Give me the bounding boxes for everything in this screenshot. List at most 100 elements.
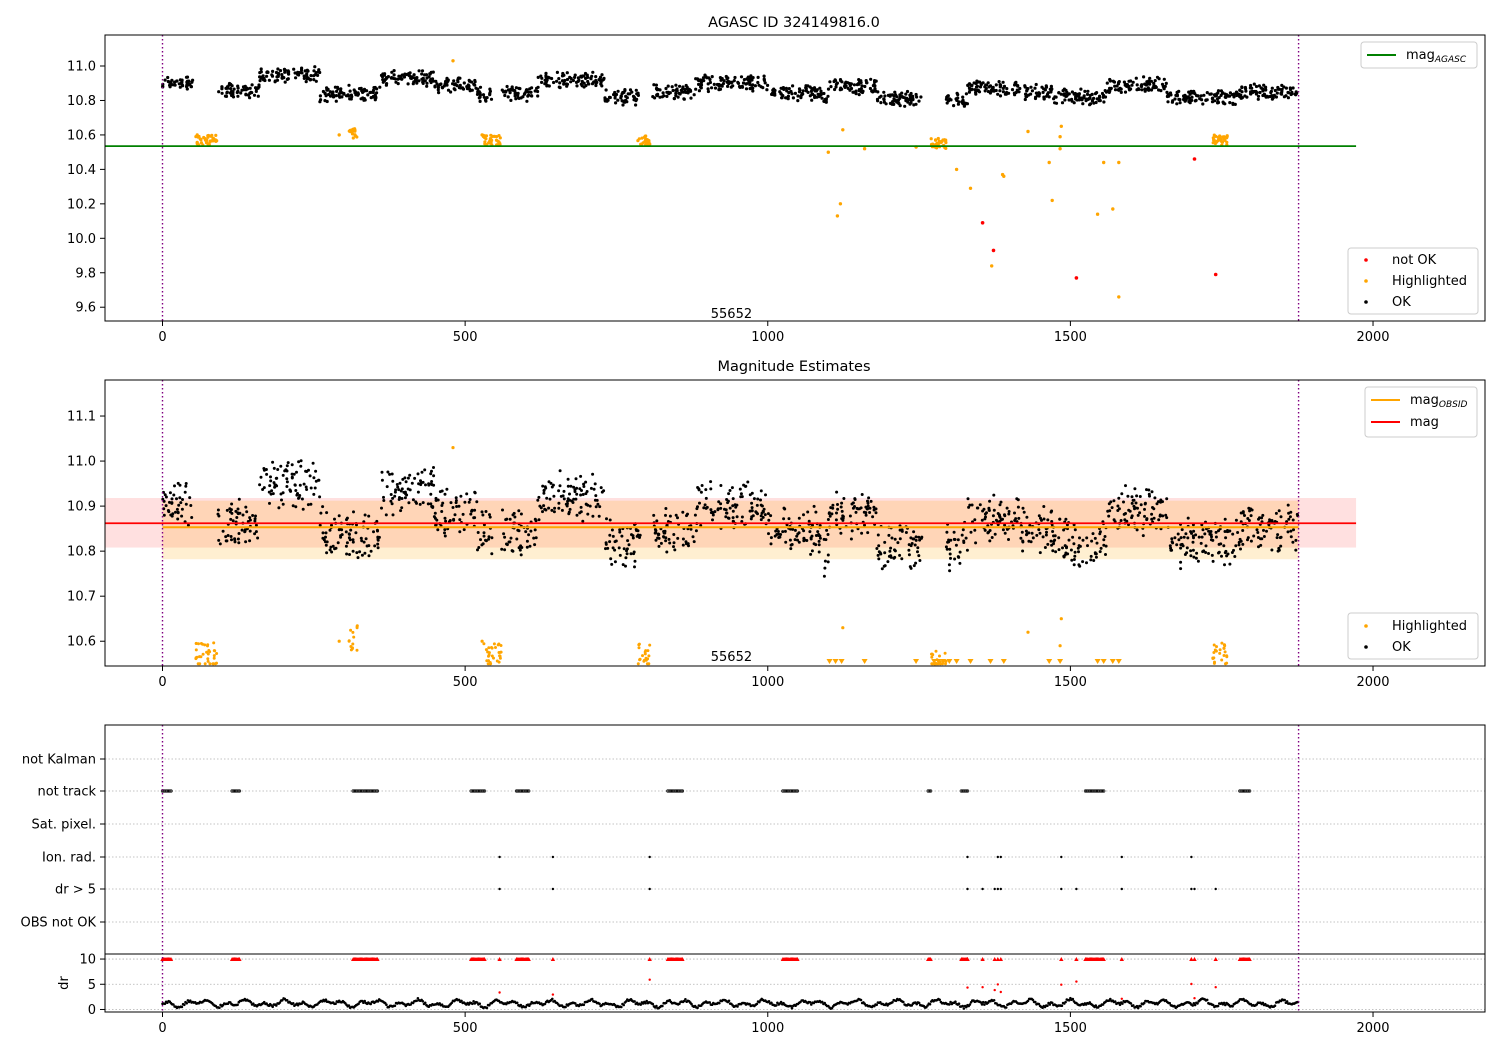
dr-point	[957, 1002, 961, 1005]
ok-point	[1208, 532, 1212, 536]
highlighted-point	[483, 142, 487, 146]
ok-point	[421, 501, 425, 505]
ok-point	[404, 492, 408, 496]
ok-point	[1017, 90, 1021, 94]
ok-point	[425, 76, 429, 80]
ok-point	[893, 537, 897, 541]
ok-point	[512, 88, 517, 93]
ok-point	[732, 79, 736, 83]
ok-point	[1162, 77, 1166, 81]
ok-point	[569, 76, 573, 81]
ok-point	[710, 86, 714, 90]
ok-point	[1158, 514, 1162, 518]
x-tick-label: 2000	[1356, 330, 1389, 345]
ok-point	[793, 538, 797, 542]
ok-point	[635, 92, 639, 96]
ok-point	[783, 507, 787, 511]
ok-point	[874, 79, 878, 83]
ok-point	[811, 523, 814, 527]
ok-point	[1234, 90, 1239, 94]
ok-point	[1234, 544, 1238, 548]
ok-point	[842, 84, 847, 88]
ok-point	[623, 88, 627, 92]
ok-point	[759, 85, 763, 89]
ok-point	[1187, 90, 1191, 94]
highlighted-point	[487, 646, 491, 650]
ok-point	[226, 86, 230, 90]
ok-point	[760, 504, 764, 508]
ok-point	[998, 503, 1002, 507]
ok-point	[860, 84, 864, 88]
ok-point	[513, 94, 517, 98]
ok-point	[731, 516, 735, 520]
ok-point	[352, 88, 356, 92]
not-track-point	[169, 789, 173, 793]
ok-point	[779, 533, 783, 536]
ok-point	[754, 510, 758, 514]
ok-point	[394, 488, 398, 492]
ok-point	[355, 551, 359, 555]
ok-point	[870, 89, 874, 93]
dr-gt-5-point	[981, 887, 984, 891]
ok-point	[417, 69, 421, 73]
highlighted-point	[1117, 295, 1121, 299]
highlighted-point	[1213, 648, 1217, 652]
ok-point	[1112, 499, 1116, 503]
ok-point	[429, 502, 433, 506]
ok-point	[871, 515, 875, 519]
ok-point	[237, 532, 241, 535]
ok-point	[807, 519, 811, 523]
ok-point	[1108, 87, 1113, 91]
ok-point	[838, 78, 843, 82]
highlighted-point	[954, 167, 959, 172]
ok-point	[868, 511, 872, 514]
ok-point	[863, 523, 866, 527]
ok-point	[543, 82, 547, 86]
lower-limit-marker	[935, 659, 942, 664]
highlighted-point	[1026, 129, 1030, 134]
ok-point	[399, 76, 403, 81]
ok-point	[869, 77, 873, 81]
ok-point	[575, 84, 579, 88]
ok-point	[184, 502, 188, 506]
ok-point	[1088, 93, 1092, 97]
dr-point	[1064, 1000, 1067, 1004]
ok-point	[948, 97, 952, 101]
ok-point	[1043, 546, 1047, 549]
ok-point	[976, 88, 980, 92]
ok-point	[970, 83, 974, 88]
dr-point	[385, 1003, 388, 1006]
ok-point	[689, 96, 693, 100]
ok-point	[505, 517, 509, 521]
ok-point	[304, 469, 308, 473]
dr-point	[472, 1000, 475, 1003]
ok-point	[1191, 540, 1195, 544]
ok-point	[764, 493, 767, 497]
ok-point	[662, 531, 666, 535]
ok-point	[875, 97, 880, 101]
ok-point	[164, 504, 168, 508]
dr-point	[1117, 1001, 1121, 1005]
ok-point	[172, 493, 176, 497]
ok-point	[1234, 518, 1238, 522]
ok-point	[181, 84, 185, 88]
dr-point	[968, 1003, 972, 1006]
ok-point	[299, 459, 303, 463]
ok-point	[848, 84, 852, 88]
ok-point	[351, 549, 355, 553]
ok-point	[896, 541, 900, 545]
ok-point	[1186, 516, 1190, 520]
ok-point	[433, 511, 437, 515]
dr-point	[948, 1003, 951, 1006]
highlighted-point	[355, 648, 359, 652]
highlighted-point	[351, 642, 355, 646]
ok-point	[691, 535, 695, 539]
ok-point	[1042, 97, 1046, 101]
ok-point	[345, 541, 349, 545]
ok-point	[161, 84, 165, 88]
ok-point	[671, 88, 675, 93]
ok-point	[184, 484, 188, 488]
ok-point	[528, 544, 532, 548]
ok-point	[336, 541, 340, 545]
ok-point	[668, 541, 672, 545]
